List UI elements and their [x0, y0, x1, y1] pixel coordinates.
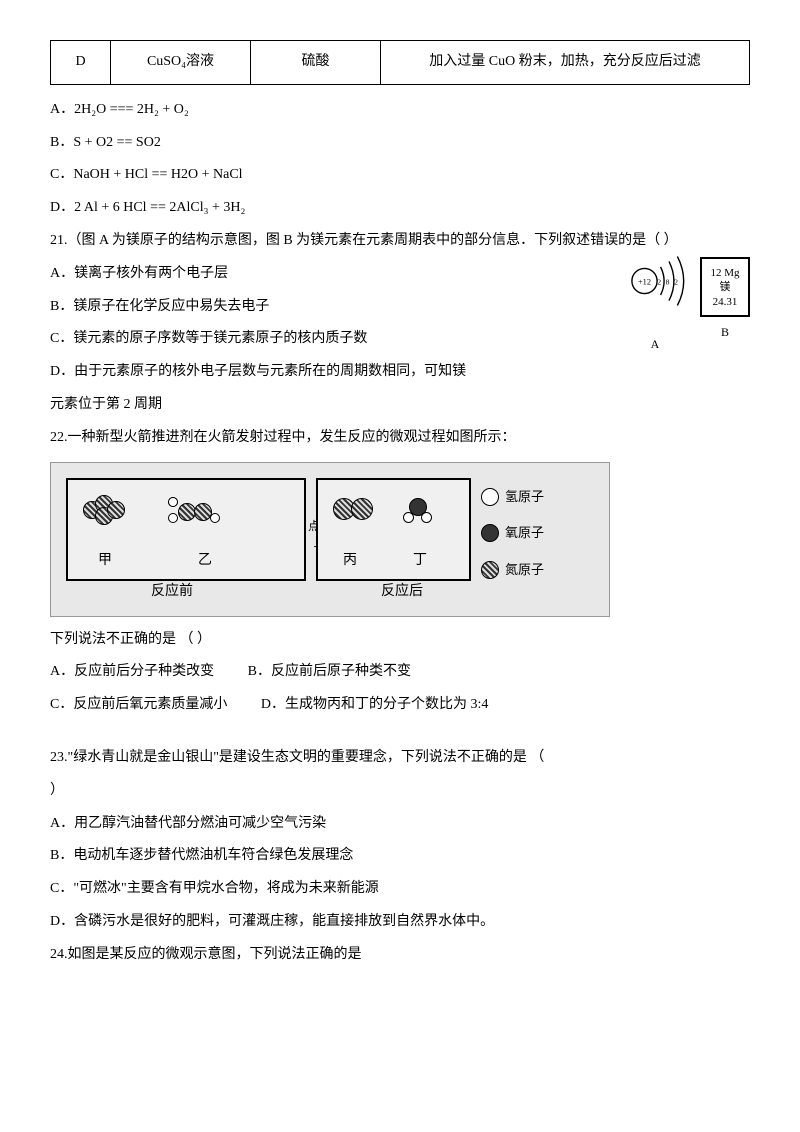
reaction-diagram: 甲 乙 点燃 → 丙 丁 氢原子 氧原子 氮原子 反应前: [50, 462, 610, 617]
equation-b: B．S + O2 == SO2: [50, 128, 750, 159]
q23-opt-d: D．含磷污水是很好的肥料，可灌溉庄稼，能直接排放到自然界水体中。: [50, 907, 750, 938]
after-label: 反应后: [381, 577, 423, 608]
legend-h: 氢原子: [481, 483, 601, 512]
fig-b-label: B: [700, 319, 750, 345]
q23-opt-c: C．"可燃冰"主要含有甲烷水合物，将成为未来新能源: [50, 874, 750, 905]
legend-n: 氮原子: [481, 556, 601, 585]
o-atom-icon: [481, 524, 499, 542]
q22-opt-b: B．反应前后原子种类不变: [248, 657, 411, 688]
element-num: 12 Mg: [704, 266, 746, 280]
cell-method: 加入过量 CuO 粉末，加热，充分反应后过滤: [381, 41, 749, 84]
q22-opts-cd: C．反应前后氧元素质量减小 D．生成物丙和丁的分子个数比为 3:4: [50, 690, 750, 721]
q23-opt-b: B．电动机车逐步替代燃油机车符合绿色发展理念: [50, 841, 750, 872]
cell-acid: 硫酸: [251, 41, 381, 84]
legend-o-text: 氧原子: [505, 519, 544, 548]
q23-opt-a: A．用乙醇汽油替代部分燃油可减少空气污染: [50, 809, 750, 840]
q22-opt-d: D．生成物丙和丁的分子个数比为 3:4: [261, 690, 489, 721]
element-box-b: 12 Mg 镁 24.31 B: [700, 257, 750, 345]
q23-stem2: ）: [50, 776, 750, 807]
fig-a-label: A: [620, 331, 690, 357]
q21-block: 21.（图 A 为镁原子的结构示意图，图 B 为镁元素在元素周期表中的部分信息．…: [50, 226, 750, 421]
q22-opts-ab: A．反应前后分子种类改变 B．反应前后原子种类不变: [50, 657, 750, 688]
q21-opt-d: D．由于元素原子的核外电子层数与元素所在的周期数相同，可知镁: [50, 357, 750, 388]
cell-d: D: [51, 41, 111, 84]
q23-stem: 23."绿水青山就是金山银山"是建设生态文明的重要理念，下列说法不正确的是 （: [50, 743, 750, 774]
equation-d: D．2 Al + 6 HCl == 2AlCl₃ + 3H₂: [50, 193, 750, 224]
svg-text:2: 2: [674, 277, 678, 286]
legend-h-text: 氢原子: [505, 483, 544, 512]
reaction-before-box: 甲 乙: [66, 478, 306, 581]
q21-figure: +12 2 8 2 A 12 Mg 镁 24.31 B: [620, 246, 750, 357]
table-row: D CuSO₄溶液 硫酸 加入过量 CuO 粉末，加热，充分反应后过滤: [50, 40, 750, 85]
reaction-after-box: 丙 丁: [316, 478, 471, 581]
atom-diagram-a: +12 2 8 2 A: [620, 246, 690, 357]
h-atom-icon: [481, 488, 499, 506]
legend-o: 氧原子: [481, 519, 601, 548]
equation-a: A．2H₂O === 2H₂ + O₂: [50, 95, 750, 126]
label-yi: 乙: [198, 546, 212, 577]
legend: 氢原子 氧原子 氮原子: [476, 463, 606, 616]
nucleus-text: +12: [638, 277, 651, 286]
legend-n-text: 氮原子: [505, 556, 544, 585]
before-label: 反应前: [151, 577, 193, 608]
cell-solution: CuSO₄溶液: [111, 41, 251, 84]
q22-opt-a: A．反应前后分子种类改变: [50, 657, 214, 688]
q22-post: 下列说法不正确的是 （ ）: [50, 625, 750, 656]
q22-opt-c: C．反应前后氧元素质量减小: [50, 690, 227, 721]
n-atom-icon: [481, 561, 499, 579]
label-jia: 甲: [98, 546, 112, 577]
svg-text:2: 2: [657, 277, 661, 286]
q22-stem: 22.一种新型火箭推进剂在火箭发射过程中，发生反应的微观过程如图所示：: [50, 423, 750, 454]
q21-opt-d2: 元素位于第 2 周期: [50, 390, 750, 421]
q24-stem: 24.如图是某反应的微观示意图，下列说法正确的是: [50, 940, 750, 971]
element-mass: 24.31: [704, 295, 746, 309]
element-name: 镁: [704, 280, 746, 294]
label-bing: 丙: [343, 546, 357, 577]
equation-c: C．NaOH + HCl == H2O + NaCl: [50, 160, 750, 191]
label-ding: 丁: [413, 546, 427, 577]
svg-text:8: 8: [666, 277, 670, 286]
